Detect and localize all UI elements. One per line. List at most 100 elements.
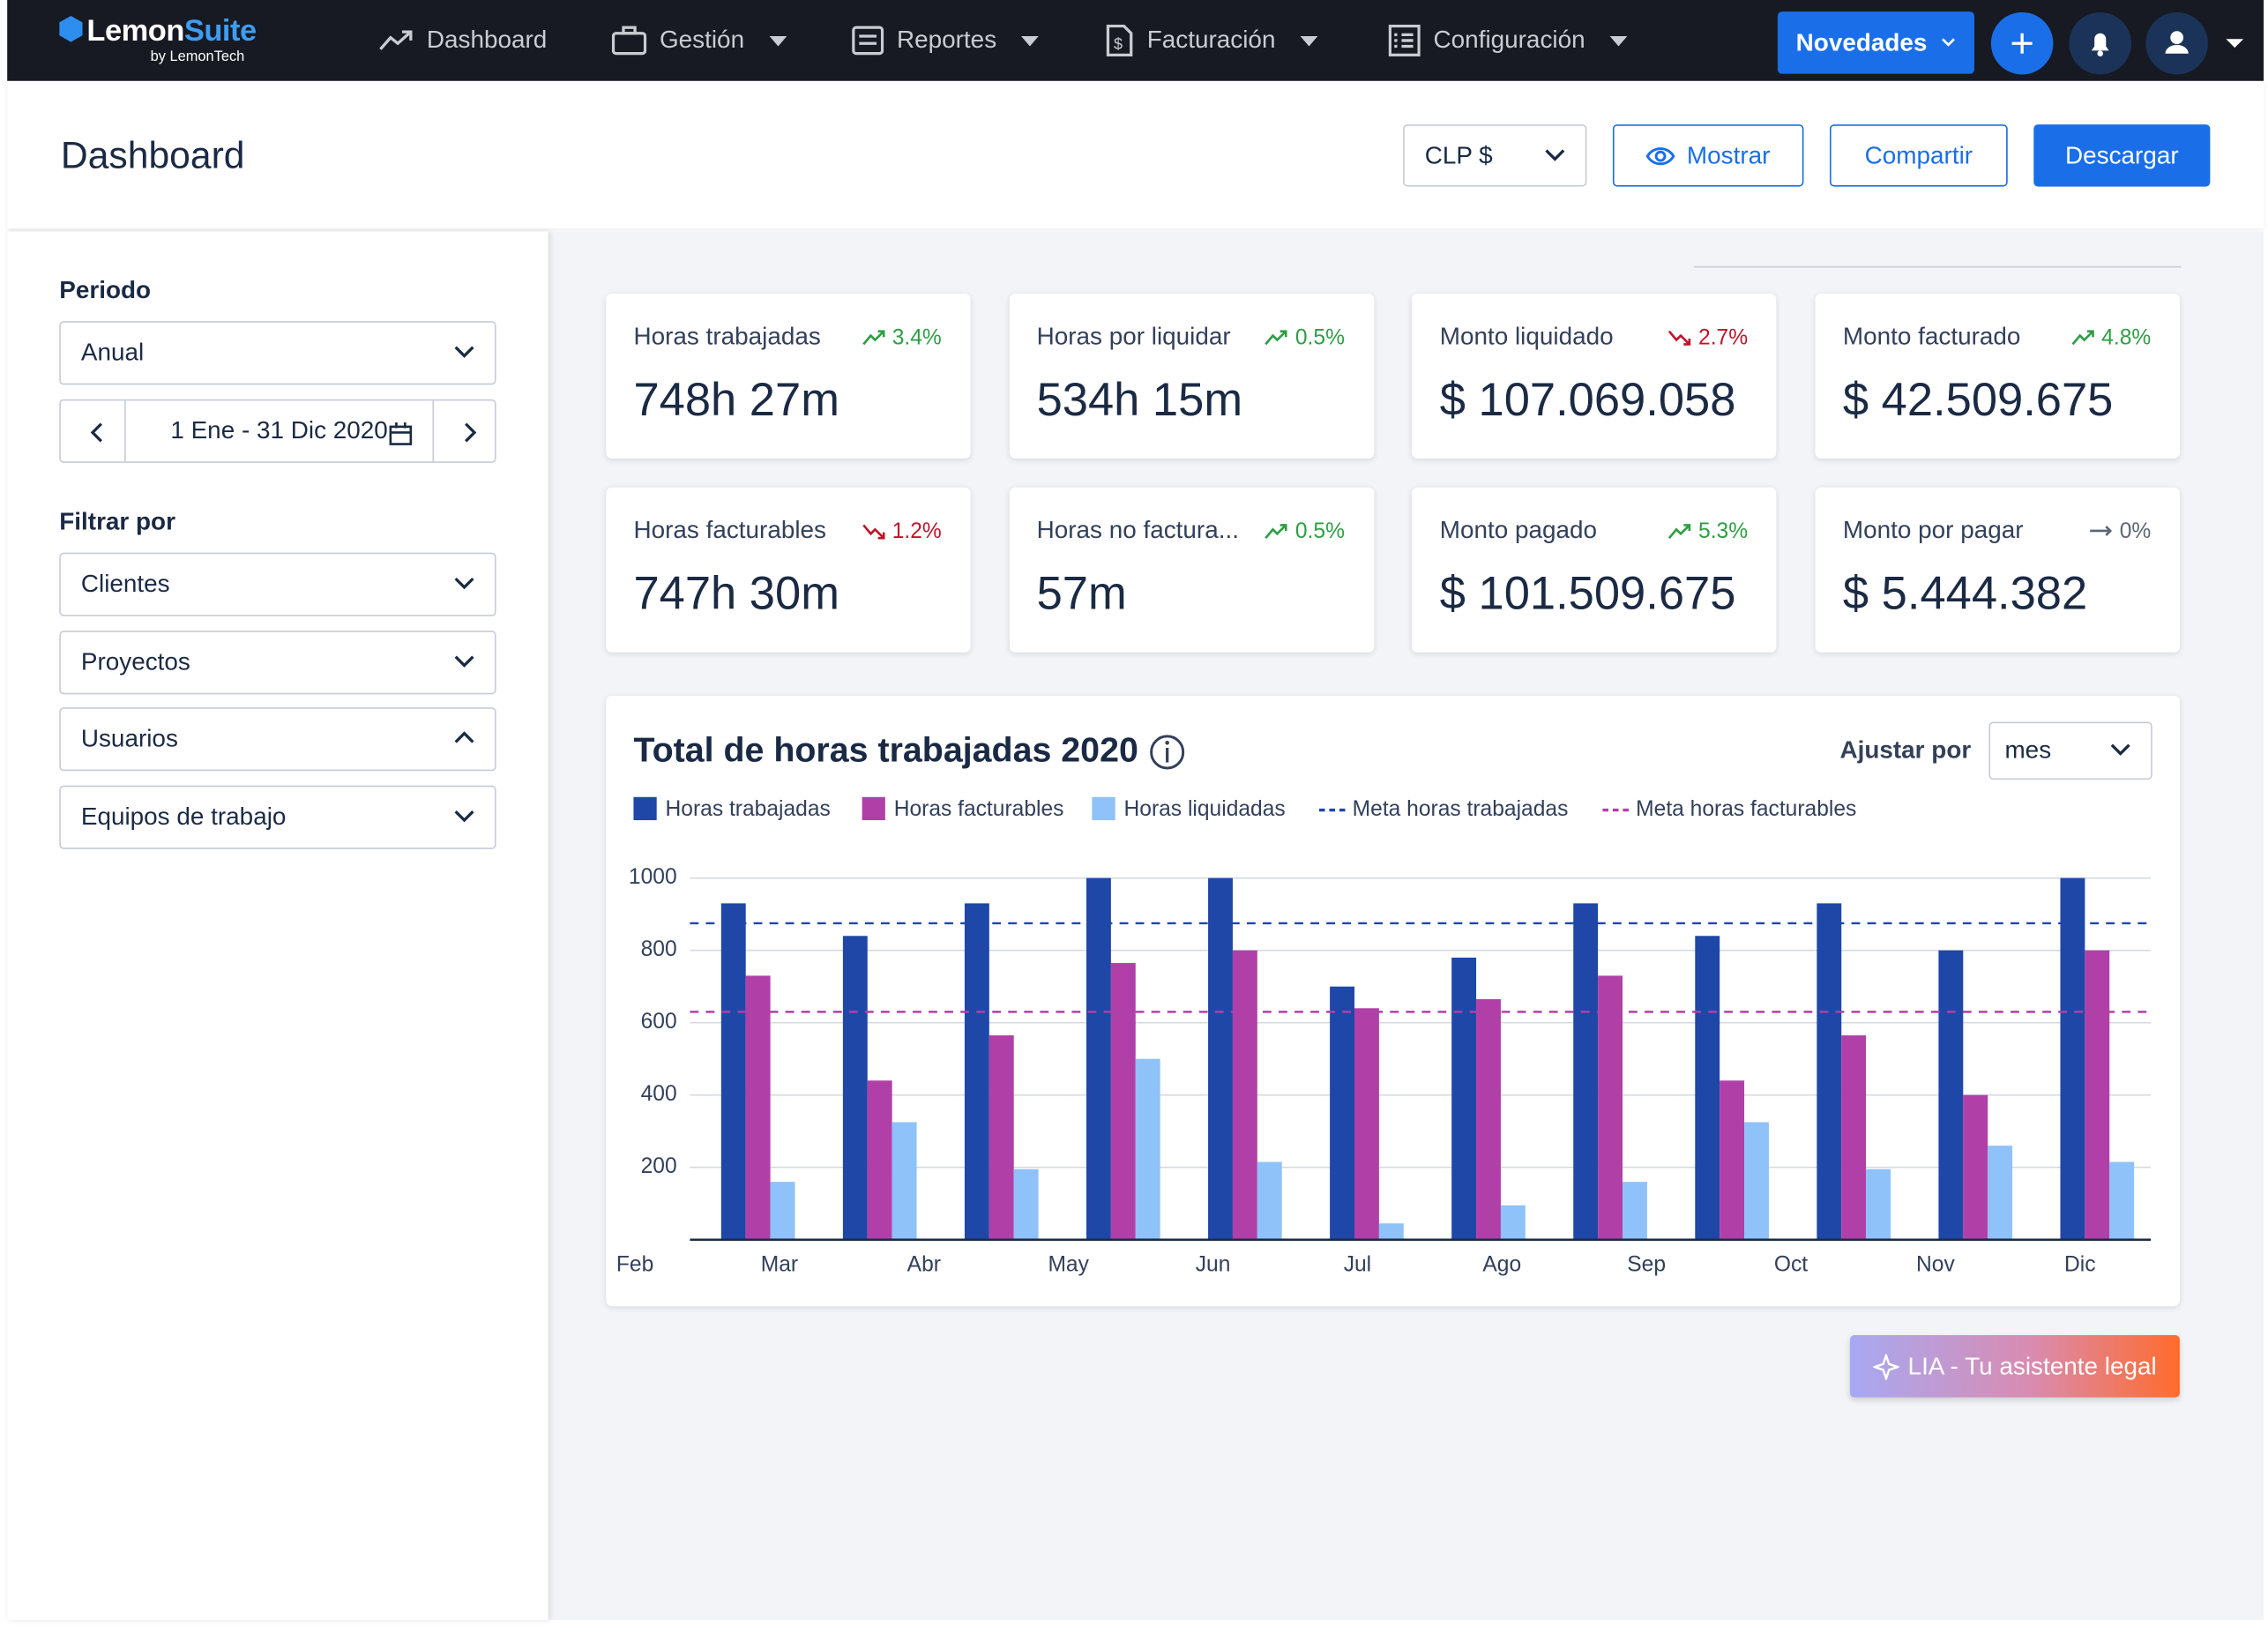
novedades-button[interactable]: Novedades: [1777, 11, 1975, 74]
kpi-change: 4.8%: [2071, 325, 2152, 350]
y-tick-label: 600: [641, 1010, 677, 1034]
kpi-value: $ 5.444.382: [1842, 566, 2088, 620]
kpi-label: Monto pagado: [1439, 516, 1598, 544]
filter-select[interactable]: Equipos de trabajo: [59, 784, 496, 849]
page-header: [7, 80, 2264, 229]
bar: [1963, 1094, 1988, 1240]
filter-select[interactable]: Clientes: [59, 552, 496, 616]
currency-select[interactable]: CLP $: [1403, 124, 1587, 187]
trend-icon: [862, 524, 885, 540]
bar: [1817, 903, 1842, 1240]
bar: [1257, 1161, 1282, 1240]
nav-label: Configuración: [1433, 26, 1585, 54]
kpi-value: 748h 27m: [633, 373, 839, 426]
bar: [1013, 1168, 1039, 1240]
button-label: Mostrar: [1686, 140, 1771, 169]
legend-swatch: [633, 796, 657, 821]
kpi-change-value: 4.8%: [2101, 325, 2152, 350]
add-button[interactable]: [1990, 11, 2054, 75]
icon: [454, 346, 474, 358]
kpi-label: Horas por liquidar: [1036, 322, 1231, 350]
date-range: 1 Ene - 31 Dic 2020: [59, 399, 496, 463]
nav-label: Reportes: [896, 26, 997, 54]
top-nav: LemonSuite by LemonTech Dashboard Gestió…: [7, 0, 2264, 81]
kpi-change: 3.4%: [862, 325, 942, 350]
bar: [964, 903, 989, 1240]
period-select[interactable]: Anual: [59, 321, 496, 385]
kpi-change-value: 2.7%: [1698, 325, 1749, 350]
bar: [1744, 1122, 1769, 1240]
kpi-label: Horas trabajadas: [633, 322, 821, 350]
kpi-label: Monto por pagar: [1842, 516, 2024, 544]
nav-item[interactable]: Configuración: [1388, 0, 1628, 81]
icon: [1645, 146, 1675, 165]
range-label[interactable]: 1 Ene - 31 Dic 2020: [126, 400, 433, 461]
kpi-change: 5.3%: [1668, 519, 1749, 544]
nav-label: Gestión: [659, 26, 745, 54]
kpi-change-value: 5.3%: [1698, 519, 1749, 544]
y-tick-label: 1000: [629, 865, 677, 889]
trend-line: [862, 330, 884, 346]
brand: LemonSuite: [86, 14, 257, 49]
prev-button[interactable]: [61, 400, 126, 462]
select-value: Anual: [80, 338, 145, 366]
brand-part: Lemon: [86, 14, 184, 49]
x-tick-label: Dic: [2064, 1253, 2096, 1277]
nav-item[interactable]: $ Facturación: [1105, 0, 1318, 81]
assistant-button[interactable]: LIA - Tu asistente legal: [1849, 1334, 2180, 1398]
nav-item[interactable]: Gestión: [611, 0, 787, 81]
share-button[interactable]: Compartir: [1829, 124, 2008, 187]
kpi-card: Horas trabajadas 3.4% 748h 27m: [606, 293, 971, 459]
trend-head: [2106, 526, 2113, 536]
bar: [1623, 1182, 1647, 1240]
trend-head: [2086, 330, 2094, 338]
chart-title: Total de horas trabajadas 2020: [633, 730, 1138, 769]
trend-line: [862, 524, 884, 540]
x-tick-label: May: [1048, 1253, 1089, 1277]
bar: [1500, 1205, 1526, 1240]
nav-label: Dashboard: [426, 26, 548, 54]
chevron: [454, 731, 474, 743]
bar: [1988, 1146, 2013, 1240]
x-tick-label: Mar: [761, 1253, 798, 1277]
chart-card: Total de horas trabajadas 2020 Horas tra…: [606, 695, 2180, 1307]
kpi-change: 0%: [2089, 519, 2151, 544]
icon: [454, 810, 474, 822]
x-tick-label: Sep: [1627, 1253, 1666, 1277]
bar: [2085, 950, 2110, 1240]
x-tick-label: Nov: [1916, 1253, 1955, 1277]
download-button[interactable]: Descargar: [2033, 124, 2211, 187]
icon: [1942, 38, 1956, 47]
user-menu[interactable]: [2145, 11, 2247, 75]
bar: [1598, 975, 1623, 1240]
nav-item[interactable]: Reportes: [852, 0, 1039, 81]
bar: [1841, 1035, 1867, 1240]
kpi-card: Horas por liquidar 0.5% 534h 15m: [1009, 293, 1374, 459]
chevron: [454, 810, 474, 822]
range-text: 1 Ene - 31 Dic 2020: [170, 416, 388, 444]
adjust-select[interactable]: mes: [1988, 721, 2152, 780]
icon: [379, 30, 413, 50]
show-button[interactable]: Mostrar: [1612, 124, 1804, 187]
bar: [1695, 936, 1720, 1240]
next-button[interactable]: [432, 400, 497, 462]
bar: [1208, 877, 1233, 1240]
filter-select[interactable]: Proyectos: [59, 630, 496, 694]
nav-item[interactable]: Dashboard: [379, 0, 548, 81]
x-tick-label: Ago: [1482, 1253, 1521, 1277]
brand-logo: [59, 16, 83, 42]
y-tick-label: 200: [641, 1154, 677, 1178]
trend-line: [1668, 330, 1691, 346]
chevron: [454, 577, 474, 590]
kpi-label: Monto facturado: [1842, 322, 2021, 350]
kpi-change-value: 1.2%: [892, 519, 942, 544]
trend-line: [1265, 330, 1287, 346]
bar: [1135, 1058, 1160, 1240]
trend-head: [1683, 338, 1691, 346]
notifications-button[interactable]: [2069, 11, 2132, 75]
button-label: Compartir: [1864, 140, 1973, 169]
sidebar: Periodo Anual 1 Ene - 31 Dic 2020 Filtra…: [7, 231, 548, 1621]
trend-line: [2071, 330, 2094, 346]
filter-select[interactable]: Usuarios: [59, 707, 496, 772]
kpi-card: Monto facturado 4.8% $ 42.509.675: [1815, 293, 2181, 459]
